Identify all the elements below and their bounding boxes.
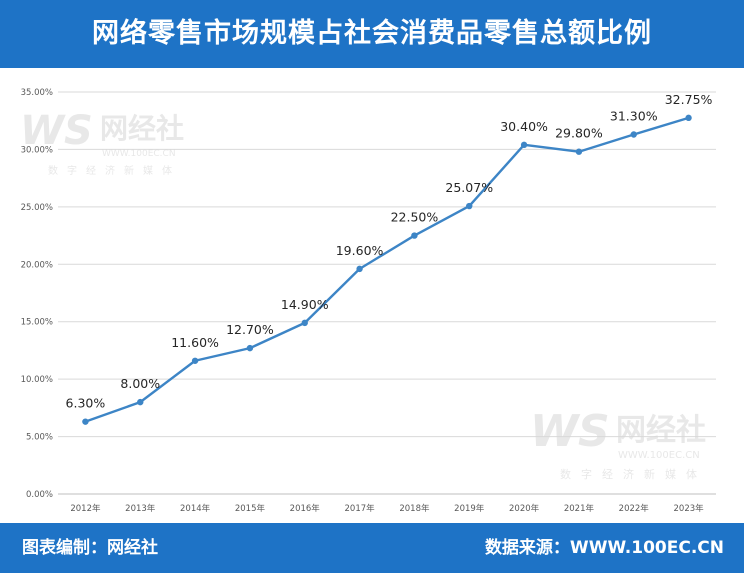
data-point bbox=[630, 131, 637, 138]
data-label: 29.80% bbox=[555, 126, 603, 141]
x-tick-label: 2012年 bbox=[70, 503, 101, 514]
y-tick-label: 20.00% bbox=[21, 260, 53, 270]
footer-bar: 图表编制：网经社 数据来源：WWW.100EC.CN bbox=[0, 523, 744, 573]
data-label: 32.75% bbox=[665, 92, 713, 107]
data-label: 12.70% bbox=[226, 322, 274, 337]
series-line bbox=[85, 116, 689, 423]
x-tick-label: 2018年 bbox=[399, 503, 430, 514]
chart-area: W S 网经社 WWW.100EC.CN 数字经济新媒体 W S 网经社 WWW… bbox=[0, 68, 744, 523]
data-label: 25.07% bbox=[445, 180, 493, 195]
header-bar: 网络零售市场规模占社会消费品零售总额比例 bbox=[0, 0, 744, 68]
y-tick-label: 35.00% bbox=[21, 88, 53, 98]
x-tick-label: 2020年 bbox=[509, 503, 540, 514]
data-point bbox=[137, 398, 144, 406]
y-tick-label: 15.00% bbox=[21, 318, 53, 328]
x-tick-label: 2021年 bbox=[564, 503, 595, 514]
page-title: 网络零售市场规模占社会消费品零售总额比例 bbox=[92, 18, 652, 49]
data-point bbox=[466, 202, 473, 210]
data-label: 30.40% bbox=[500, 119, 548, 134]
line-chart: 0.00% 5.00% 10.00% 15.00% 20.00% 25.00% 30.00%… bbox=[21, 88, 716, 514]
footer-source: 数据来源：WWW.100EC.CN bbox=[484, 538, 724, 558]
data-point bbox=[246, 344, 254, 352]
data-point bbox=[411, 232, 418, 239]
data-point bbox=[575, 148, 583, 155]
y-tick-label: 5.00% bbox=[26, 433, 53, 443]
x-tick-label: 2022年 bbox=[619, 503, 650, 514]
y-tick-label: 10.00% bbox=[21, 375, 53, 385]
data-label: 8.00% bbox=[120, 376, 160, 391]
footer-editor: 图表编制：网经社 bbox=[22, 538, 158, 558]
y-tick-label: 30.00% bbox=[21, 145, 53, 155]
data-point bbox=[356, 265, 363, 273]
data-label: 19.60% bbox=[336, 243, 384, 258]
x-tick-label: 2023年 bbox=[674, 503, 705, 514]
y-tick-label: 0.00% bbox=[26, 490, 53, 500]
x-tick-label: 2016年 bbox=[290, 503, 321, 514]
data-point bbox=[520, 141, 528, 149]
data-point bbox=[191, 357, 199, 364]
data-point bbox=[82, 418, 89, 425]
x-tick-label: 2017年 bbox=[345, 503, 376, 514]
x-tick-label: 2015年 bbox=[235, 503, 266, 514]
x-tick-label: 2013年 bbox=[125, 503, 156, 514]
data-label: 22.50% bbox=[391, 210, 439, 225]
data-label: 14.90% bbox=[281, 297, 329, 312]
data-label: 6.30% bbox=[66, 396, 106, 411]
x-tick-label: 2019年 bbox=[454, 503, 485, 514]
data-point bbox=[301, 319, 308, 327]
data-label: 11.60% bbox=[171, 335, 219, 350]
data-point bbox=[685, 114, 692, 122]
data-label: 31.30% bbox=[610, 108, 658, 123]
y-tick-label: 25.00% bbox=[21, 203, 53, 213]
x-tick-label: 2014年 bbox=[180, 503, 211, 514]
